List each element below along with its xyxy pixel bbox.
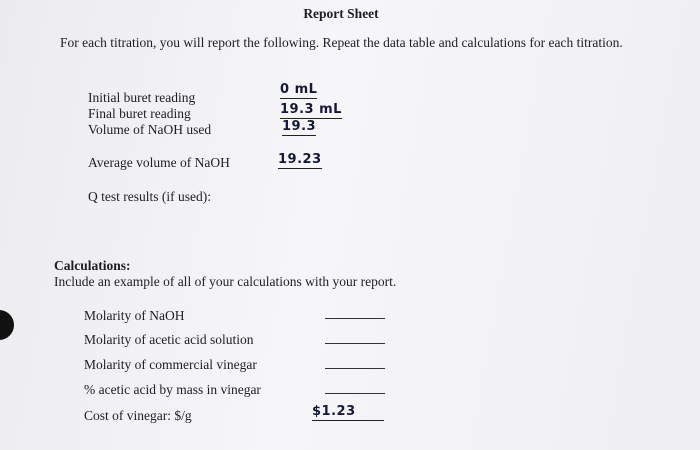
handwritten-entry: 19.3 [282,119,317,136]
binder-hole [0,310,14,340]
row-label: Final buret reading [88,106,191,121]
row-label: Molarity of acetic acid solution [84,332,254,347]
row-label: % acetic acid by mass in vinegar [84,382,261,397]
title: Report Sheet [303,6,379,21]
row-label: Average volume of NaOH [88,155,230,170]
instruction: Include an example of all of your calcul… [54,274,397,289]
blank-line [325,343,385,344]
row-label: Q test results (if used): [88,189,211,204]
row-label: Volume of NaOH used [88,122,212,137]
handwritten-entry: $1.23 [312,404,384,421]
intro: For each titration, you will report the … [60,35,623,50]
blank-line [325,393,385,394]
section-heading: Calculations: [54,258,131,273]
blank-line [325,368,385,369]
row-label: Initial buret reading [88,90,196,105]
row-label: Cost of vinegar: $/g [84,408,192,423]
handwritten-entry: 19.23 [278,152,322,169]
handwritten-entry: 0 mL [280,82,318,99]
blank-line [325,318,385,319]
handwritten-entry: 19.3 mL [280,102,342,119]
row-label: Molarity of NaOH [84,308,185,323]
row-label: Molarity of commercial vinegar [84,357,257,372]
